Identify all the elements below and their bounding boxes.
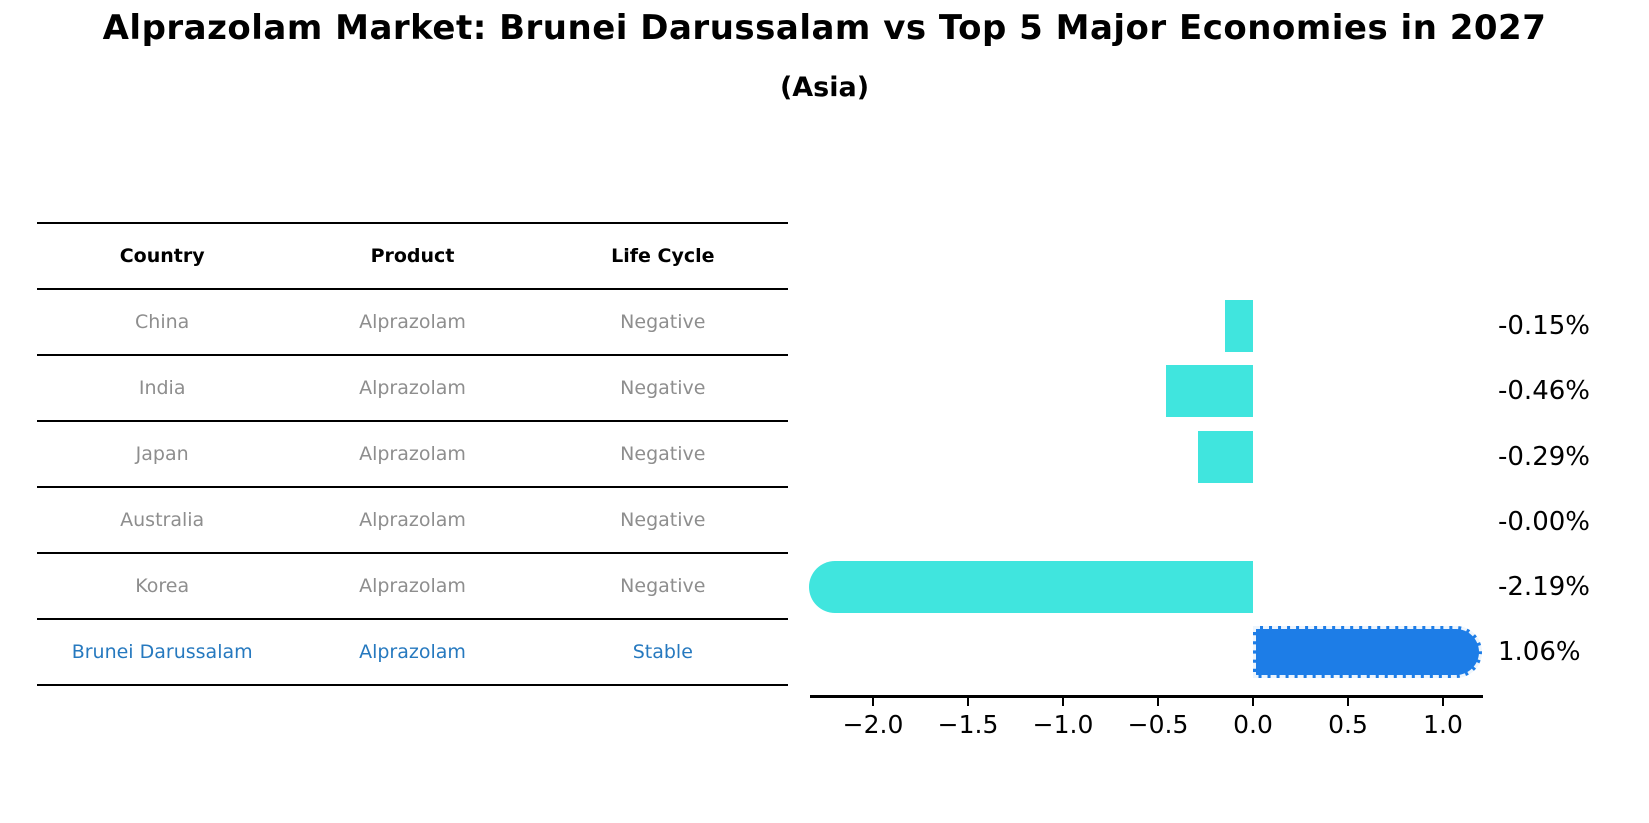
x-tick-label: 0.0 bbox=[1233, 710, 1273, 739]
column-header-country: Country bbox=[119, 245, 205, 267]
x-tick-mark bbox=[1347, 697, 1349, 706]
value-label-australia: -0.00% bbox=[1498, 507, 1590, 537]
table-row-india: India Alprazolam Negative bbox=[37, 356, 788, 422]
value-label-china: -0.15% bbox=[1498, 311, 1590, 341]
bar-brunei-darussalam bbox=[1253, 626, 1483, 678]
x-tick-mark bbox=[1157, 697, 1159, 706]
bar-korea bbox=[808, 561, 1253, 613]
cell-product: Alprazolam bbox=[359, 377, 466, 399]
x-tick-label: −1.5 bbox=[937, 710, 999, 739]
cell-life-cycle: Negative bbox=[620, 575, 706, 597]
column-header-product: Product bbox=[370, 245, 455, 267]
value-label-japan: -0.29% bbox=[1498, 442, 1590, 472]
page-title: Alprazolam Market: Brunei Darussalam vs … bbox=[102, 8, 1547, 48]
cell-life-cycle: Negative bbox=[620, 311, 706, 333]
country-table: Country Product Life Cycle China Alprazo… bbox=[37, 222, 788, 686]
value-label-korea: -2.19% bbox=[1498, 572, 1590, 602]
table-row-japan: Japan Alprazolam Negative bbox=[37, 422, 788, 488]
x-tick-label: −2.0 bbox=[842, 710, 904, 739]
cell-country: India bbox=[138, 377, 186, 399]
cell-life-cycle: Negative bbox=[620, 509, 706, 531]
cell-life-cycle: Stable bbox=[632, 641, 693, 663]
page-subtitle: (Asia) bbox=[779, 72, 870, 103]
cell-product: Alprazolam bbox=[359, 641, 466, 663]
cell-country: China bbox=[135, 311, 190, 333]
x-tick-label: 0.5 bbox=[1328, 710, 1368, 739]
cell-life-cycle: Negative bbox=[620, 377, 706, 399]
x-tick-mark bbox=[1062, 697, 1064, 706]
bar-india bbox=[1165, 365, 1253, 417]
x-tick-label: −0.5 bbox=[1127, 710, 1189, 739]
x-tick-mark bbox=[872, 697, 874, 706]
table-header-row: Country Product Life Cycle bbox=[37, 224, 788, 290]
cell-product: Alprazolam bbox=[359, 575, 466, 597]
x-tick-mark bbox=[967, 697, 969, 706]
bar-china bbox=[1224, 300, 1253, 352]
column-header-life-cycle: Life Cycle bbox=[611, 245, 715, 267]
table-row-brunei-darussalam: Brunei Darussalam Alprazolam Stable bbox=[37, 620, 788, 686]
table-row-australia: Australia Alprazolam Negative bbox=[37, 488, 788, 554]
cell-life-cycle: Negative bbox=[620, 443, 706, 465]
table-row-china: China Alprazolam Negative bbox=[37, 290, 788, 356]
value-label-india: -0.46% bbox=[1498, 376, 1590, 406]
cell-country: Korea bbox=[135, 575, 190, 597]
cell-country: Australia bbox=[120, 509, 205, 531]
x-tick-mark bbox=[1252, 697, 1254, 706]
x-tick-label: 1.0 bbox=[1423, 710, 1463, 739]
cell-product: Alprazolam bbox=[359, 443, 466, 465]
cell-country: Brunei Darussalam bbox=[71, 641, 253, 663]
cell-product: Alprazolam bbox=[359, 311, 466, 333]
bar-japan bbox=[1197, 431, 1253, 483]
cell-country: Japan bbox=[135, 443, 189, 465]
cell-product: Alprazolam bbox=[359, 509, 466, 531]
x-axis-line bbox=[810, 695, 1483, 698]
table-row-korea: Korea Alprazolam Negative bbox=[37, 554, 788, 620]
value-label-brunei-darussalam: 1.06% bbox=[1498, 637, 1581, 667]
x-tick-mark bbox=[1442, 697, 1444, 706]
x-tick-label: −1.0 bbox=[1032, 710, 1094, 739]
